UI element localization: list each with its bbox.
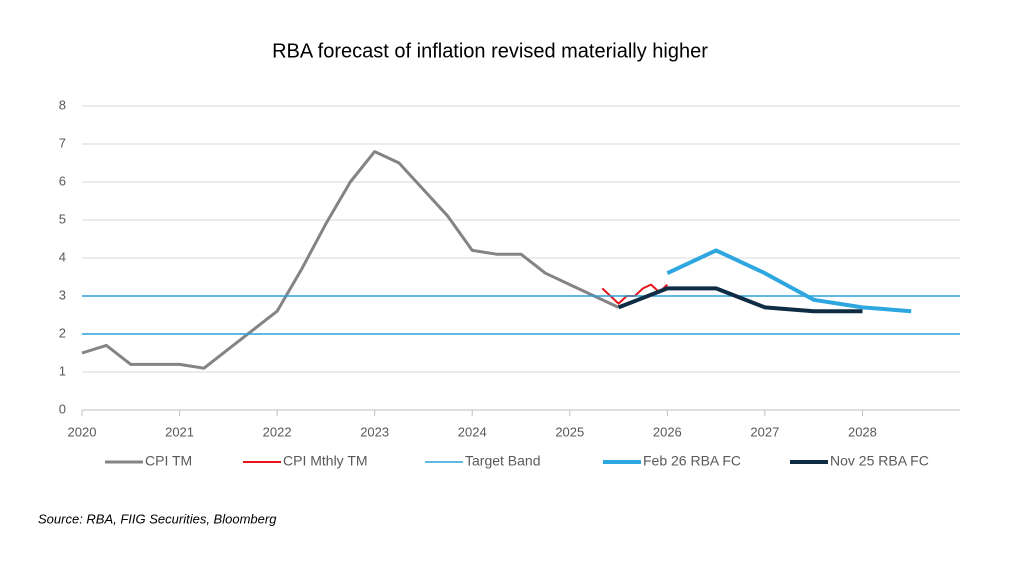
y-tick-label: 0 xyxy=(59,401,66,416)
legend-label: CPI TM xyxy=(145,453,192,469)
series-line xyxy=(666,248,912,314)
y-tick-label: 7 xyxy=(59,135,66,150)
x-tick-label: 2020 xyxy=(68,424,97,439)
x-tick-label: 2024 xyxy=(458,424,487,439)
legend-label: Nov 25 RBA FC xyxy=(830,453,929,469)
x-tick-label: 2027 xyxy=(750,424,779,439)
y-tick-label: 3 xyxy=(59,287,66,302)
y-tick-label: 5 xyxy=(59,211,66,226)
legend-label: Feb 26 RBA FC xyxy=(643,453,741,469)
x-tick-label: 2025 xyxy=(555,424,584,439)
series-line xyxy=(81,150,620,370)
y-tick-label: 6 xyxy=(59,173,66,188)
legend-label: CPI Mthly TM xyxy=(283,453,368,469)
x-tick-label: 2022 xyxy=(263,424,292,439)
y-tick-label: 4 xyxy=(59,249,66,264)
x-tick-label: 2021 xyxy=(165,424,194,439)
legend-label: Target Band xyxy=(465,453,541,469)
x-tick-label: 2023 xyxy=(360,424,389,439)
y-tick-label: 8 xyxy=(59,97,66,112)
x-tick-label: 2026 xyxy=(653,424,682,439)
chart-title: RBA forecast of inflation revised materi… xyxy=(272,40,708,62)
y-tick-label: 1 xyxy=(59,363,66,378)
source-note: Source: RBA, FIIG Securities, Bloomberg xyxy=(38,511,277,526)
series-line xyxy=(617,286,863,314)
y-tick-label: 2 xyxy=(59,325,66,340)
x-tick-label: 2028 xyxy=(848,424,877,439)
